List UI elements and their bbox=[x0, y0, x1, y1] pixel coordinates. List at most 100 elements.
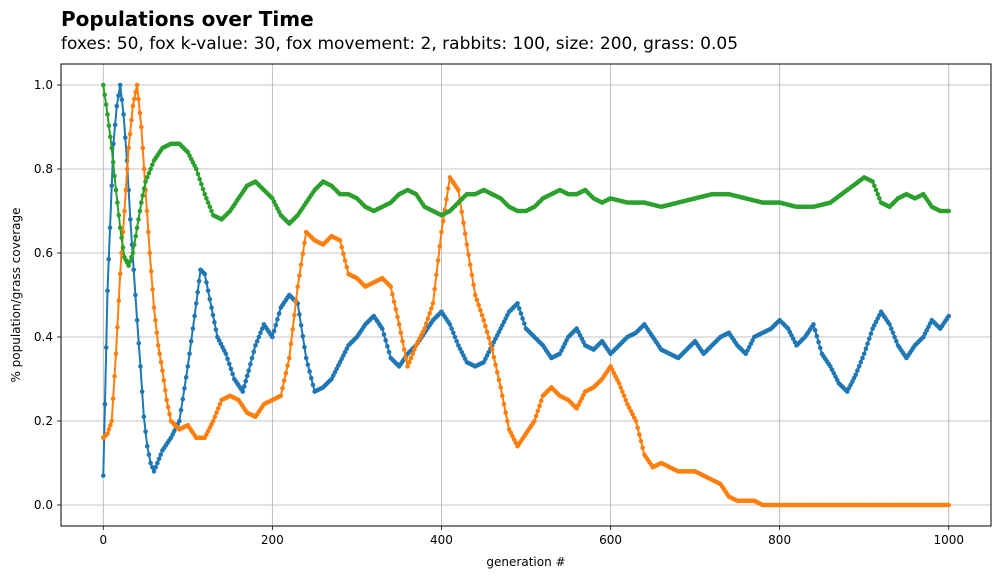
data-point bbox=[151, 469, 157, 474]
data-point bbox=[498, 385, 503, 390]
data-point bbox=[386, 349, 392, 355]
data-point bbox=[105, 431, 110, 436]
data-point bbox=[297, 273, 302, 278]
data-point bbox=[488, 341, 493, 347]
series-1 bbox=[100, 82, 952, 508]
data-point bbox=[213, 327, 219, 332]
data-point bbox=[894, 338, 899, 344]
data-point bbox=[196, 278, 202, 284]
data-point bbox=[466, 252, 471, 257]
data-point bbox=[868, 331, 874, 336]
data-point bbox=[114, 103, 120, 109]
data-point bbox=[241, 384, 247, 389]
data-point bbox=[100, 473, 106, 478]
data-point bbox=[253, 343, 258, 348]
data-point bbox=[863, 346, 869, 352]
data-point bbox=[202, 271, 208, 277]
data-point bbox=[100, 82, 106, 88]
data-point bbox=[341, 251, 346, 257]
y-tick-label: 1.0 bbox=[34, 78, 53, 92]
data-point bbox=[452, 334, 458, 340]
data-point bbox=[444, 196, 449, 202]
data-point bbox=[390, 291, 395, 297]
data-point bbox=[157, 351, 162, 357]
data-point bbox=[469, 272, 475, 278]
data-point bbox=[437, 243, 443, 249]
data-point bbox=[190, 326, 196, 331]
x-tick-label: 0 bbox=[99, 533, 107, 547]
data-point bbox=[210, 418, 216, 424]
data-point bbox=[193, 166, 199, 172]
data-point bbox=[143, 179, 148, 184]
data-point bbox=[223, 351, 229, 357]
data-point bbox=[489, 347, 495, 352]
data-point bbox=[205, 288, 211, 294]
data-point bbox=[209, 208, 214, 214]
data-point bbox=[440, 218, 446, 224]
data-point bbox=[160, 368, 165, 373]
x-tick-label: 1000 bbox=[933, 533, 964, 547]
data-point bbox=[155, 460, 160, 466]
data-point bbox=[400, 338, 405, 344]
data-point bbox=[204, 196, 209, 201]
data-point bbox=[109, 145, 115, 151]
data-point bbox=[246, 368, 251, 373]
data-point bbox=[483, 323, 488, 329]
data-point bbox=[119, 235, 124, 240]
y-tick-label: 0.4 bbox=[34, 330, 53, 344]
data-point bbox=[139, 124, 144, 130]
data-point bbox=[146, 452, 152, 457]
data-point bbox=[814, 333, 820, 339]
data-point bbox=[391, 299, 397, 305]
data-point bbox=[310, 382, 316, 388]
data-point bbox=[154, 330, 160, 336]
data-point bbox=[515, 301, 520, 306]
data-point bbox=[280, 385, 285, 391]
data-point bbox=[412, 347, 417, 352]
data-point bbox=[505, 418, 510, 424]
data-point bbox=[197, 176, 202, 182]
data-point bbox=[618, 385, 623, 390]
data-point bbox=[276, 311, 282, 316]
data-point bbox=[140, 145, 146, 151]
data-point bbox=[405, 364, 410, 369]
data-point bbox=[130, 250, 136, 256]
data-point bbox=[202, 191, 208, 197]
data-point bbox=[188, 338, 194, 344]
y-tick-label: 0.8 bbox=[34, 162, 53, 176]
data-point bbox=[215, 406, 221, 411]
data-point bbox=[254, 338, 260, 344]
data-point bbox=[344, 264, 350, 270]
data-point bbox=[115, 324, 120, 330]
data-point bbox=[193, 301, 199, 306]
data-point bbox=[435, 258, 441, 263]
x-axis-label: generation # bbox=[486, 555, 565, 569]
data-point bbox=[273, 322, 279, 328]
data-point bbox=[870, 179, 875, 184]
data-point bbox=[892, 334, 897, 340]
data-point bbox=[471, 282, 476, 288]
data-point bbox=[872, 183, 877, 189]
data-point bbox=[635, 425, 640, 431]
data-point bbox=[225, 356, 230, 362]
data-point bbox=[383, 338, 388, 343]
data-point bbox=[817, 345, 823, 351]
data-point bbox=[144, 443, 150, 449]
data-point bbox=[134, 82, 140, 88]
data-point bbox=[240, 389, 246, 394]
data-point bbox=[214, 410, 219, 415]
data-point bbox=[300, 251, 306, 257]
data-point bbox=[302, 240, 307, 246]
data-point bbox=[401, 347, 407, 352]
data-point bbox=[115, 200, 120, 205]
data-point bbox=[620, 389, 625, 394]
data-point bbox=[136, 341, 142, 346]
data-point bbox=[500, 393, 505, 399]
data-point bbox=[456, 187, 461, 193]
data-point bbox=[150, 464, 155, 470]
data-point bbox=[106, 427, 112, 432]
data-point bbox=[479, 312, 485, 318]
data-point bbox=[155, 343, 161, 348]
data-point bbox=[116, 212, 122, 218]
series-line bbox=[102, 84, 949, 506]
